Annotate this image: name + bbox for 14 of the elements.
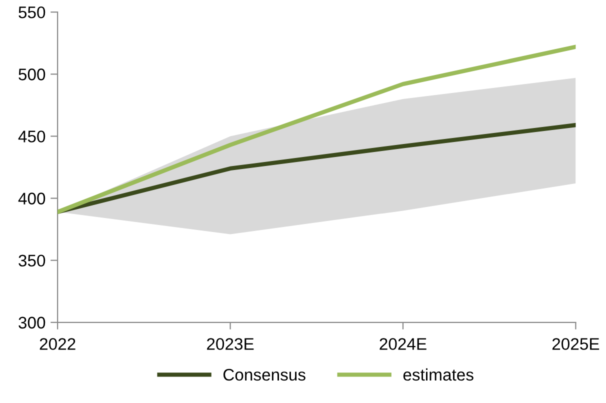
legend-label: Consensus xyxy=(223,368,306,381)
x-tick-label: 2022 xyxy=(40,338,76,350)
y-tick-label: 550 xyxy=(18,6,46,18)
y-tick-label: 450 xyxy=(18,130,46,142)
y-tick-label: 300 xyxy=(18,316,46,329)
line-series xyxy=(58,44,576,214)
x-tick-label: 2024E xyxy=(380,338,426,350)
y-tick-label: 400 xyxy=(18,192,46,204)
x-tick-label: 2025E xyxy=(552,338,600,350)
legend-label: estimates xyxy=(403,368,474,381)
y-tick-label: 350 xyxy=(18,254,46,267)
x-tick-label: 2023E xyxy=(207,338,254,350)
line-series xyxy=(58,122,576,214)
y-tick-label: 500 xyxy=(18,68,46,80)
